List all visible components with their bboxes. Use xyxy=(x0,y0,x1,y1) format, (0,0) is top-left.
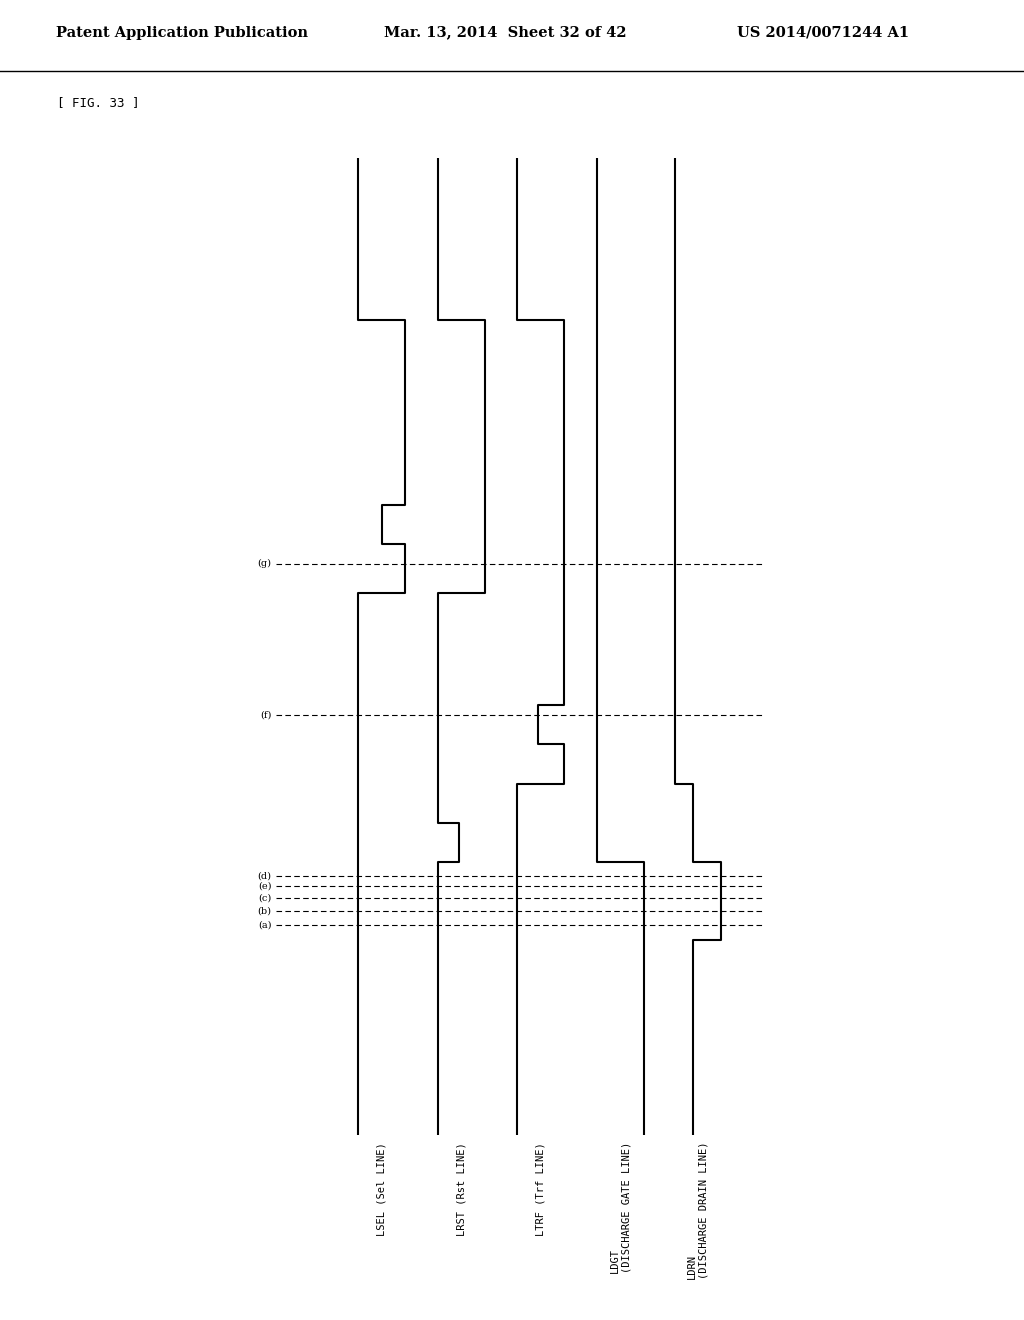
Text: [ FIG. 33 ]: [ FIG. 33 ] xyxy=(57,96,140,108)
Text: Patent Application Publication: Patent Application Publication xyxy=(56,25,308,40)
Text: (a): (a) xyxy=(258,920,271,929)
Text: LRST (Rst LINE): LRST (Rst LINE) xyxy=(457,1142,467,1236)
Text: LDGT
(DISCHARGE GATE LINE): LDGT (DISCHARGE GATE LINE) xyxy=(610,1142,632,1272)
Text: (d): (d) xyxy=(257,871,271,880)
Text: (f): (f) xyxy=(260,710,271,719)
Text: (b): (b) xyxy=(257,906,271,915)
Text: (e): (e) xyxy=(258,882,271,891)
Text: LTRF (Trf LINE): LTRF (Trf LINE) xyxy=(536,1142,546,1236)
Text: US 2014/0071244 A1: US 2014/0071244 A1 xyxy=(737,25,909,40)
Text: LDRN
(DISCHARGE DRAIN LINE): LDRN (DISCHARGE DRAIN LINE) xyxy=(687,1142,709,1279)
Text: Mar. 13, 2014  Sheet 32 of 42: Mar. 13, 2014 Sheet 32 of 42 xyxy=(384,25,627,40)
Text: (c): (c) xyxy=(258,894,271,903)
Text: (g): (g) xyxy=(257,560,271,569)
Text: LSEL (Sel LINE): LSEL (Sel LINE) xyxy=(377,1142,387,1236)
